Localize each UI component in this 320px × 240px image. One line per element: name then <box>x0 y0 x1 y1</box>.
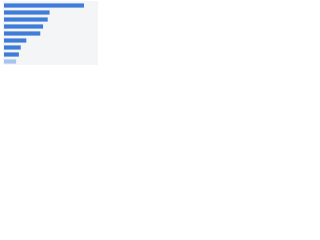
bar <box>4 24 44 29</box>
bar <box>4 45 21 50</box>
bar <box>4 17 48 22</box>
bar <box>4 3 84 8</box>
bar <box>4 59 17 64</box>
bar <box>4 38 27 43</box>
bar <box>4 10 50 15</box>
chart <box>3 1 98 65</box>
page: (() => { const data = JSON.parse(documen… <box>0 0 320 71</box>
bar <box>4 31 41 36</box>
bar <box>4 52 19 57</box>
